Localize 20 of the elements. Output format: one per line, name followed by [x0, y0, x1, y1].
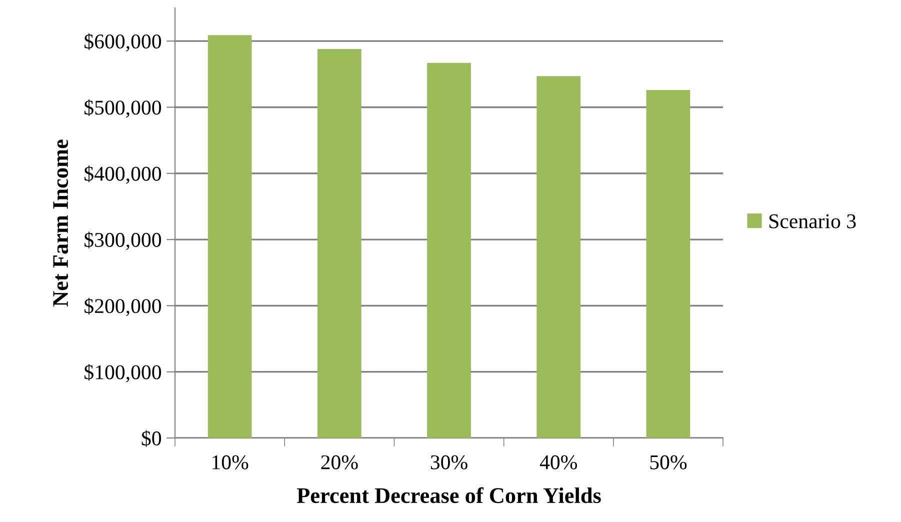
x-tick-label: 10%	[212, 455, 248, 470]
bar	[427, 62, 471, 438]
y-tick-label: $400,000	[84, 166, 162, 184]
x-axis-title: Percent Decrease of Corn Yields	[296, 487, 601, 504]
y-tick-label: $300,000	[84, 232, 162, 250]
x-tick-label: 50%	[650, 455, 687, 470]
bar	[536, 76, 581, 438]
bar	[208, 35, 252, 438]
y-axis-title: Net Farm Income	[53, 140, 68, 306]
y-tick-label: $0	[142, 430, 162, 447]
x-tick-label: 20%	[321, 455, 358, 470]
y-tick-label: $500,000	[84, 99, 162, 118]
y-tick-label: $100,000	[84, 364, 162, 382]
legend-label: Scenario 3	[769, 214, 856, 228]
bar	[646, 90, 690, 438]
x-tick-label: 30%	[430, 455, 468, 470]
y-tick-label: $600,000	[84, 33, 162, 52]
y-tick-label: $200,000	[84, 298, 162, 316]
bar	[317, 49, 362, 438]
x-tick-label: 40%	[540, 455, 577, 470]
